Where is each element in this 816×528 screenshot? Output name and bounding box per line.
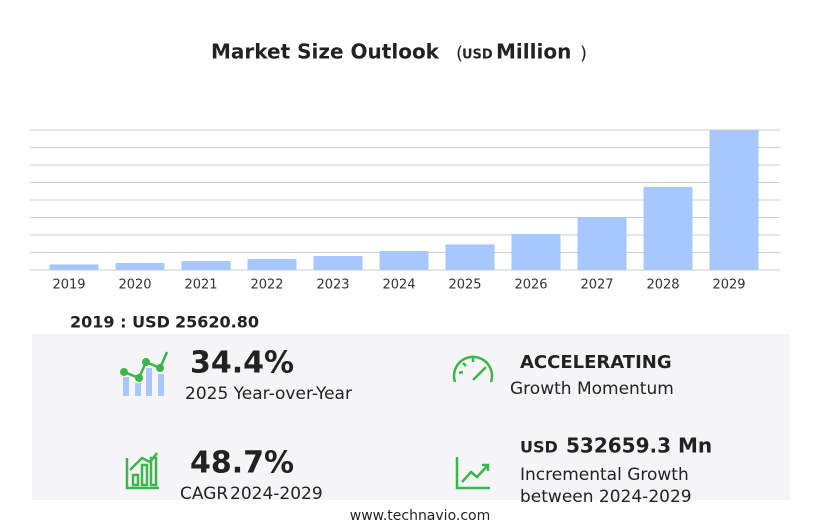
bar <box>445 244 495 270</box>
base-year-value: 25620.80 <box>175 313 259 332</box>
yoy-value: 34.4% <box>190 346 294 381</box>
bar <box>379 250 429 270</box>
x-tick-label: 2021 <box>184 278 217 293</box>
bar <box>709 130 759 270</box>
cagr-period: 2024-2029 <box>230 484 323 504</box>
bar <box>115 263 165 270</box>
cagr-icon <box>125 452 159 490</box>
incremental-icon <box>455 457 490 490</box>
x-tick-label: 2020 <box>118 278 151 293</box>
x-tick-label: 2022 <box>250 278 283 293</box>
incremental-value: 532659.3 Mn <box>566 434 712 458</box>
momentum-value: ACCELERATING <box>520 352 672 373</box>
footer: www.technavio.com <box>350 508 491 524</box>
bar <box>577 217 627 270</box>
chart-title: Market Size Outlook <box>211 40 440 64</box>
incremental-line1: Incremental Growth <box>520 465 689 485</box>
incremental-currency: USD <box>520 438 558 457</box>
momentum-label: Growth Momentum <box>510 379 674 399</box>
x-tick-label: 2026 <box>514 278 547 293</box>
plot: 2019 2020 2021 2022 2023 2024 2025 2026 2027 2028… <box>30 129 780 293</box>
momentum-icon <box>452 355 494 383</box>
cagr-value: 48.7% <box>190 446 294 481</box>
unit-paren: ) <box>580 43 587 64</box>
x-tick-label: 2024 <box>382 278 415 293</box>
base-year-label: 2019 : USD <box>70 313 170 332</box>
x-tick-label: 2029 <box>712 278 745 293</box>
yoy-icon <box>120 351 169 396</box>
unit-currency: USD <box>462 48 493 63</box>
unit: Million <box>496 40 571 64</box>
cagr-label: CAGR <box>180 484 228 504</box>
x-tick-label: 2028 <box>646 278 679 293</box>
bar <box>643 186 693 270</box>
bar <box>247 259 297 270</box>
bar <box>511 233 561 270</box>
incremental-line2: between 2024-2029 <box>520 487 692 507</box>
highlights-panel <box>32 334 790 500</box>
unit-paren: ( <box>456 43 463 64</box>
bar <box>313 256 363 270</box>
yoy-label: 2025 Year-over-Year <box>185 384 352 404</box>
bar <box>181 261 231 270</box>
x-tick-label: 2019 <box>52 278 85 293</box>
x-tick-label: 2023 <box>316 278 349 293</box>
bar <box>49 264 99 270</box>
x-tick-label: 2027 <box>580 278 613 293</box>
x-tick-label: 2025 <box>448 278 481 293</box>
